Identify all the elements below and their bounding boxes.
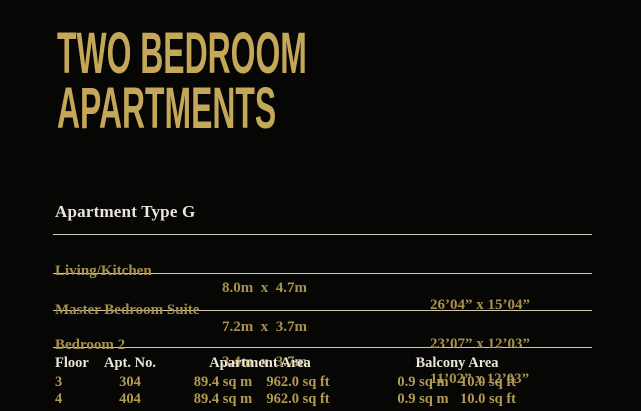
header-balcony-area: Balcony Area (415, 355, 499, 371)
room-imperial-dimensions: 11’02” x 12’03” (430, 371, 530, 387)
page-title: TWO BEDROOM APARTMENTS (57, 21, 307, 141)
divider-rule (53, 347, 592, 348)
cell-area-sqm: 89.4 sq m (193, 391, 253, 407)
room-metric-dimensions: 3.4m x 3.7m (222, 354, 307, 370)
room-label: Bedroom 2 (55, 337, 126, 353)
room-imperial-dimensions: 23’07” x 12’03” (430, 336, 530, 352)
cell-balcony-sqft: 10.0 sq ft (460, 391, 516, 407)
page-title-line-2: APARTMENTS (57, 76, 277, 141)
room-row-bedroom-2: Bedroom 2 3.4m x 3.7m 11’02” x 12’03” (0, 320, 641, 387)
room-row-master-bedroom: Master Bedroom Suite 7.2m x 3.7m 23’07” … (0, 285, 641, 352)
cell-balcony-sqft: 10.0 sq ft (460, 374, 516, 390)
room-imperial-dimensions: 26’04” x 15’04” (430, 297, 530, 313)
cell-floor: 3 (55, 374, 63, 390)
cell-balcony-sqm: 0.9 sq m (397, 391, 449, 407)
cell-floor: 4 (55, 391, 63, 407)
room-metric-dimensions: 7.2m x 3.7m (222, 319, 307, 335)
cell-area-sqft: 962.0 sq ft (266, 391, 330, 407)
room-label: Living/Kitchen (55, 263, 152, 279)
cell-apt-no: 304 (119, 374, 141, 390)
header-apt-no: Apt. No. (104, 355, 156, 371)
cell-balcony-sqm: 0.9 sq m (397, 374, 449, 390)
page-title-line-1: TWO BEDROOM (57, 21, 307, 86)
header-floor: Floor (55, 355, 89, 371)
floors-table-header: Floor Apt. No. Apartment Area Balcony Ar… (0, 355, 641, 372)
apartment-type-heading: Apartment Type G (55, 202, 196, 221)
room-label: Master Bedroom Suite (55, 302, 200, 318)
floor-table-row: 4 404 89.4 sq m 962.0 sq ft 0.9 sq m 10.… (0, 391, 641, 408)
cell-apt-no: 404 (119, 391, 141, 407)
header-apartment-area: Apartment Area (209, 355, 311, 371)
divider-rule (53, 234, 592, 235)
room-metric-dimensions: 8.0m x 4.7m (222, 280, 307, 296)
room-row-living-kitchen: Living/Kitchen 8.0m x 4.7m 26’04” x 15’0… (0, 246, 641, 313)
floor-table-row: 3 304 89.4 sq m 962.0 sq ft 0.9 sq m 10.… (0, 374, 641, 391)
cell-area-sqft: 962.0 sq ft (266, 374, 330, 390)
cell-area-sqm: 89.4 sq m (193, 374, 253, 390)
divider-rule (53, 310, 592, 311)
divider-rule (53, 273, 592, 274)
